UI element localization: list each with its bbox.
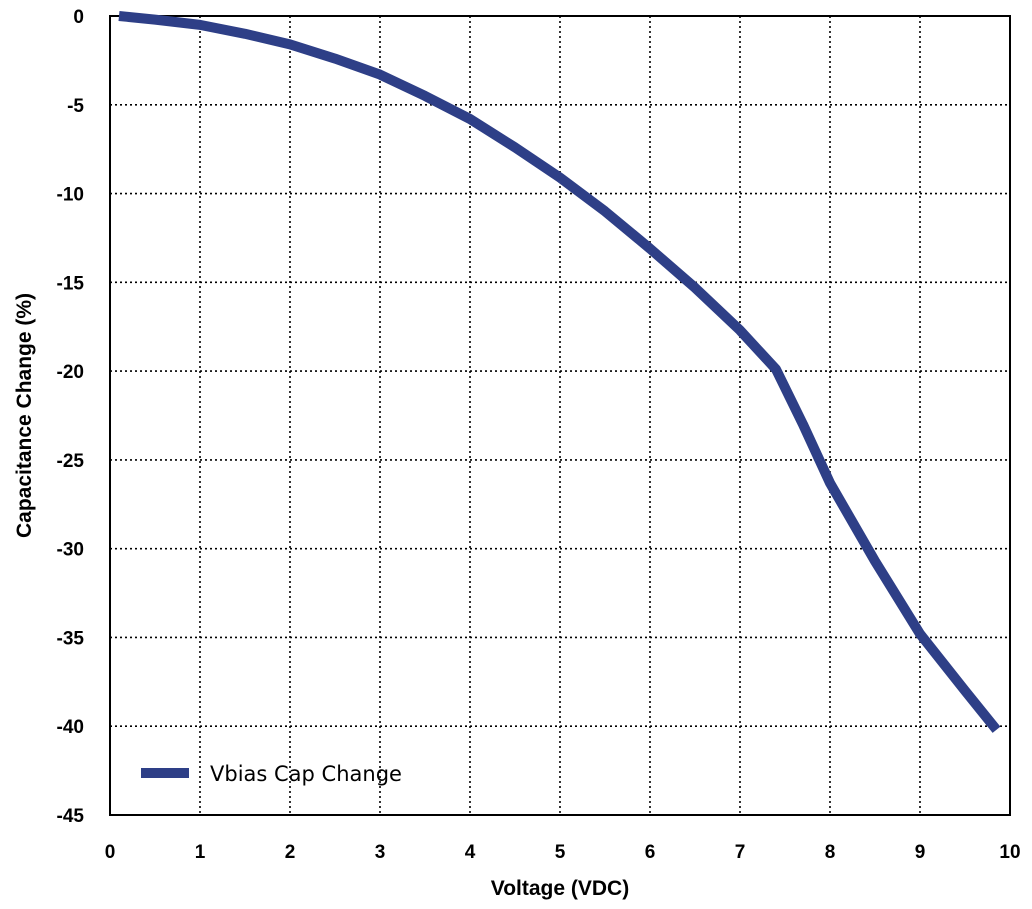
- grid-lines: [110, 16, 1010, 815]
- legend-label-vbias-cap-change: Vbias Cap Change: [210, 762, 402, 786]
- legend: Vbias Cap Change: [141, 762, 402, 786]
- y-tick-label-0: 0: [73, 7, 84, 28]
- x-tick-label-5: 5: [555, 842, 566, 863]
- y-tick-label-neg10: -10: [57, 185, 84, 206]
- series-line-vbias-cap-change: [118, 11, 1001, 733]
- x-tick-label-1: 1: [195, 842, 206, 863]
- y-tick-label-neg40: -40: [57, 717, 84, 738]
- x-axis-title: Voltage (VDC): [491, 877, 629, 900]
- x-tick-label-10: 10: [999, 842, 1020, 863]
- x-tick-label-8: 8: [825, 842, 836, 863]
- y-axis-title: Capacitance Change (%): [13, 293, 36, 538]
- x-tick-label-4: 4: [465, 842, 476, 863]
- y-tick-label-neg35: -35: [57, 628, 85, 649]
- y-tick-label-neg15: -15: [57, 273, 85, 294]
- x-tick-label-9: 9: [915, 842, 926, 863]
- x-tick-label-7: 7: [735, 842, 746, 863]
- tick-labels: 0 1 2 3 4 5 6 7 8 9 10 0 -5 -10 -15 -20 -25 -30 -35 -40 -45: [57, 7, 1021, 863]
- x-tick-label-3: 3: [375, 842, 386, 863]
- x-tick-label-2: 2: [285, 842, 296, 863]
- series-layer: [118, 11, 1001, 733]
- y-tick-label-neg45: -45: [57, 806, 85, 827]
- plot-area-frame: [109, 15, 1011, 816]
- y-tick-label-neg20: -20: [57, 362, 84, 383]
- x-tick-label-6: 6: [645, 842, 656, 863]
- y-tick-label-neg25: -25: [57, 451, 85, 472]
- y-tick-label-neg5: -5: [67, 96, 84, 117]
- x-tick-label-0: 0: [105, 842, 116, 863]
- y-tick-label-neg30: -30: [57, 540, 84, 561]
